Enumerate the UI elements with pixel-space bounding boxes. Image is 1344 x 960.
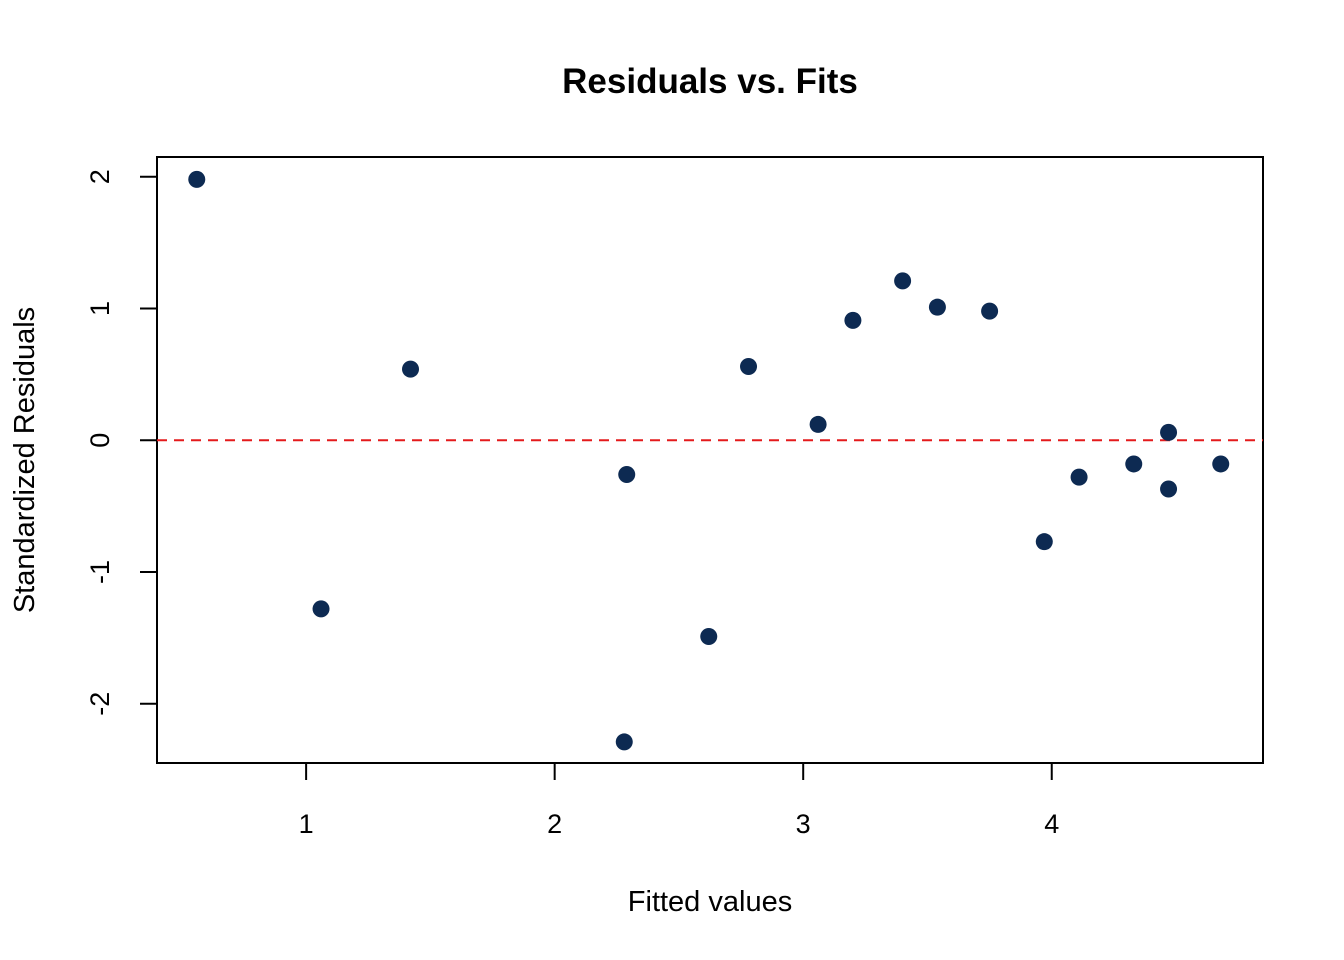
- x-tick-label: 3: [796, 809, 811, 839]
- x-tick-label: 1: [299, 809, 314, 839]
- data-point: [1035, 533, 1053, 551]
- data-point: [981, 302, 999, 320]
- data-point: [1160, 480, 1178, 498]
- data-point: [402, 360, 420, 378]
- x-axis: 1 2 3 4: [299, 763, 1059, 839]
- data-points: [188, 170, 1230, 751]
- y-tick-label: 0: [85, 433, 115, 448]
- data-point: [928, 298, 946, 316]
- data-point: [894, 272, 912, 290]
- data-point: [844, 311, 862, 329]
- y-axis: -2 -1 0 1 2: [85, 169, 157, 716]
- data-point: [809, 415, 827, 433]
- data-point: [618, 465, 636, 483]
- x-axis-label: Fitted values: [628, 886, 792, 918]
- data-point: [740, 357, 758, 375]
- y-tick-label: 2: [85, 169, 115, 184]
- chart-title: Residuals vs. Fits: [562, 62, 858, 101]
- y-tick-label: -2: [85, 692, 115, 716]
- y-tick-label: -1: [85, 560, 115, 584]
- x-tick-label: 2: [547, 809, 562, 839]
- plot-frame: [156, 156, 1264, 764]
- data-point: [1125, 455, 1143, 473]
- data-point: [615, 733, 633, 751]
- data-point: [1160, 423, 1178, 441]
- x-tick-label: 4: [1044, 809, 1059, 839]
- data-point: [188, 170, 206, 188]
- data-point: [700, 628, 718, 646]
- y-axis-label: Standardized Residuals: [9, 307, 41, 613]
- data-point: [1070, 468, 1088, 486]
- data-point: [312, 600, 330, 618]
- data-point: [1212, 455, 1230, 473]
- y-tick-label: 1: [85, 301, 115, 316]
